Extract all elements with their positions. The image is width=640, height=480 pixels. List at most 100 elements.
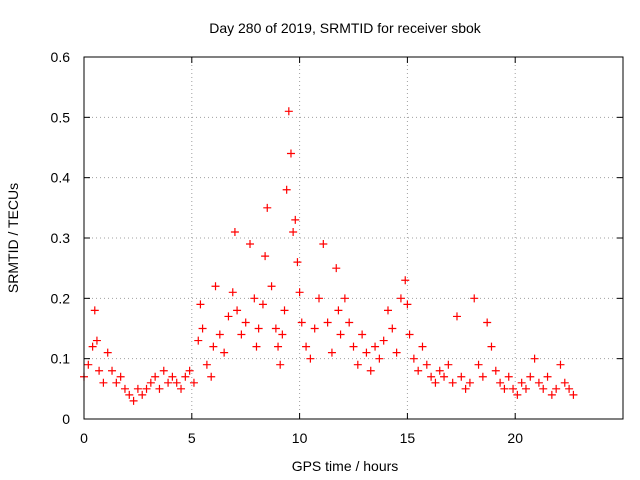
data-point	[116, 372, 125, 381]
axis-ticks: 0 0.1 0.2 0.3 0.4 0.5 0.6 0 5 10 15 20	[51, 49, 623, 446]
data-point	[108, 366, 117, 375]
data-point	[267, 282, 276, 291]
data-point	[565, 384, 574, 393]
data-point	[302, 342, 311, 351]
data-point	[418, 342, 427, 351]
data-point	[483, 318, 492, 327]
data-point	[547, 390, 556, 399]
data-point	[276, 360, 285, 369]
data-point	[194, 336, 203, 345]
data-point	[409, 354, 418, 363]
data-point	[155, 384, 164, 393]
data-point	[487, 342, 496, 351]
data-point	[189, 378, 198, 387]
data-point	[491, 366, 500, 375]
chart-title: Day 280 of 2019, SRMTID for receiver sbo…	[209, 20, 482, 36]
data-point	[138, 390, 147, 399]
data-point	[371, 342, 380, 351]
data-point	[534, 378, 543, 387]
data-point	[306, 354, 315, 363]
data-point	[500, 384, 509, 393]
data-point	[513, 390, 522, 399]
data-point	[220, 348, 229, 357]
data-point	[254, 324, 263, 333]
y-tick-label: 0.6	[51, 49, 71, 65]
data-point	[151, 372, 160, 381]
data-point	[280, 306, 289, 315]
data-point	[241, 318, 250, 327]
data-point	[552, 384, 561, 393]
data-point	[237, 330, 246, 339]
data-point	[168, 372, 177, 381]
y-tick-label: 0.3	[51, 230, 71, 246]
data-point	[291, 215, 300, 224]
data-point	[478, 372, 487, 381]
data-point	[435, 366, 444, 375]
data-point	[569, 390, 578, 399]
data-point	[196, 300, 205, 309]
data-point	[444, 360, 453, 369]
data-point	[353, 360, 362, 369]
data-point	[440, 372, 449, 381]
data-point	[202, 360, 211, 369]
data-point	[319, 240, 328, 249]
data-point	[422, 360, 431, 369]
data-point	[246, 240, 255, 249]
data-point	[88, 342, 97, 351]
y-tick-label: 0	[62, 411, 70, 427]
data-point	[112, 378, 121, 387]
data-point	[181, 372, 190, 381]
data-point	[334, 306, 343, 315]
data-point	[103, 348, 112, 357]
data-point	[327, 348, 336, 357]
data-point	[215, 330, 224, 339]
data-point	[129, 396, 138, 405]
y-tick-label: 0.1	[51, 351, 71, 367]
data-point	[465, 378, 474, 387]
data-point	[383, 306, 392, 315]
data-point	[470, 294, 479, 303]
y-axis-label: SRMTID / TECUs	[5, 183, 21, 293]
x-tick-label: 20	[507, 430, 523, 446]
data-point	[278, 330, 287, 339]
data-point	[230, 227, 239, 236]
data-point	[261, 252, 270, 261]
data-point	[142, 384, 151, 393]
data-point	[496, 378, 505, 387]
x-tick-label: 15	[400, 430, 416, 446]
data-point	[125, 390, 134, 399]
data-point	[263, 203, 272, 212]
data-point	[198, 324, 207, 333]
data-point	[431, 378, 440, 387]
data-point	[392, 348, 401, 357]
data-point	[159, 366, 168, 375]
data-point	[177, 384, 186, 393]
data-point	[509, 384, 518, 393]
data-point	[315, 294, 324, 303]
data-point	[185, 366, 194, 375]
data-point	[293, 258, 302, 267]
data-point	[228, 288, 237, 297]
data-point	[366, 366, 375, 375]
data-point	[211, 282, 220, 291]
data-point	[539, 384, 548, 393]
data-point	[274, 342, 283, 351]
data-point	[207, 372, 216, 381]
x-tick-label: 5	[188, 430, 196, 446]
data-point	[405, 330, 414, 339]
data-point	[250, 294, 259, 303]
data-point	[457, 372, 466, 381]
data-point	[258, 300, 267, 309]
data-point	[448, 378, 457, 387]
data-point	[345, 318, 354, 327]
data-point	[289, 227, 298, 236]
data-point	[146, 378, 155, 387]
data-point	[560, 378, 569, 387]
x-tick-label: 10	[292, 430, 308, 446]
y-tick-label: 0.5	[51, 109, 71, 125]
grid-lines	[84, 57, 623, 419]
data-point	[92, 336, 101, 345]
data-point	[90, 306, 99, 315]
y-tick-label: 0.4	[51, 170, 71, 186]
data-point	[233, 306, 242, 315]
